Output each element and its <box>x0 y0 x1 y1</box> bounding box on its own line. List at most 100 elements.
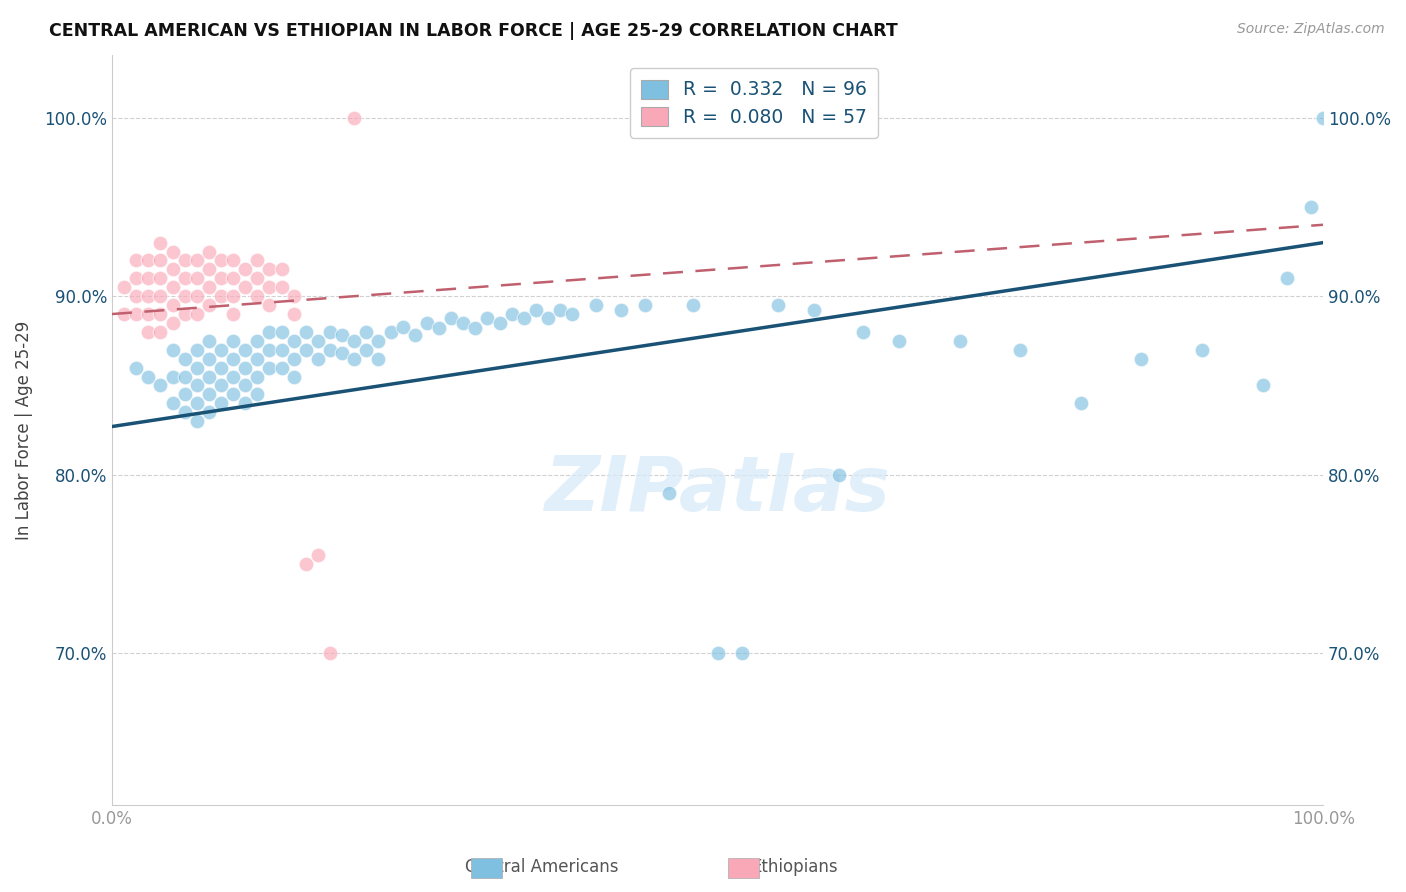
Point <box>246 369 269 384</box>
Point <box>209 378 232 392</box>
Point <box>162 343 184 357</box>
Point <box>149 253 172 268</box>
Point <box>209 271 232 285</box>
Point <box>343 351 366 366</box>
Point <box>307 548 329 562</box>
Point <box>1191 343 1213 357</box>
Text: ZIPatlas: ZIPatlas <box>544 453 890 527</box>
Point <box>949 334 972 348</box>
Point <box>270 360 292 375</box>
Point <box>149 235 172 250</box>
Point <box>380 325 402 339</box>
Point <box>440 310 463 325</box>
Point <box>149 307 172 321</box>
Point <box>1010 343 1032 357</box>
Point <box>513 310 536 325</box>
Text: Source: ZipAtlas.com: Source: ZipAtlas.com <box>1237 22 1385 37</box>
Point <box>319 646 342 660</box>
Point <box>162 262 184 277</box>
Point <box>162 280 184 294</box>
Point <box>209 360 232 375</box>
Point <box>198 405 221 419</box>
Point <box>827 467 849 482</box>
Point <box>233 396 256 410</box>
Point <box>173 369 195 384</box>
Point <box>125 360 148 375</box>
Point <box>537 310 560 325</box>
Point <box>259 262 281 277</box>
Point <box>294 343 316 357</box>
Point <box>209 253 232 268</box>
Point <box>283 351 305 366</box>
Point <box>186 289 208 303</box>
Point <box>259 280 281 294</box>
Point <box>451 316 474 330</box>
Point <box>186 396 208 410</box>
Point <box>198 262 221 277</box>
Point <box>186 414 208 428</box>
Point <box>609 303 631 318</box>
Point <box>222 369 245 384</box>
Point <box>391 319 413 334</box>
Point <box>209 396 232 410</box>
Point <box>149 378 172 392</box>
Point <box>198 244 221 259</box>
Point <box>173 351 195 366</box>
Point <box>330 328 353 343</box>
Point <box>283 289 305 303</box>
Point <box>766 298 789 312</box>
Point <box>198 369 221 384</box>
Point <box>198 334 221 348</box>
Point <box>367 334 389 348</box>
Point <box>233 378 256 392</box>
Point <box>634 298 657 312</box>
Point <box>416 316 439 330</box>
Point <box>125 271 148 285</box>
Point <box>356 325 378 339</box>
Point <box>125 307 148 321</box>
Point <box>246 253 269 268</box>
Point <box>585 298 607 312</box>
Point <box>731 646 754 660</box>
Point <box>852 325 875 339</box>
Point <box>186 307 208 321</box>
Point <box>283 369 305 384</box>
Point <box>173 253 195 268</box>
Point <box>283 307 305 321</box>
Point <box>125 289 148 303</box>
Point <box>404 328 426 343</box>
Point <box>222 351 245 366</box>
Point <box>427 321 450 335</box>
Point <box>209 289 232 303</box>
Point <box>561 307 583 321</box>
Point <box>367 351 389 366</box>
Point <box>307 334 329 348</box>
Point <box>222 253 245 268</box>
Point <box>149 271 172 285</box>
Point <box>162 298 184 312</box>
Point <box>198 387 221 401</box>
Point <box>658 485 681 500</box>
Point <box>186 378 208 392</box>
Point <box>186 360 208 375</box>
Point <box>270 280 292 294</box>
Point <box>259 298 281 312</box>
Point <box>1312 111 1334 125</box>
Point <box>222 271 245 285</box>
Point <box>270 343 292 357</box>
Point <box>319 325 342 339</box>
Point <box>112 307 135 321</box>
Text: Ethiopians: Ethiopians <box>751 858 838 876</box>
Point <box>1299 200 1322 214</box>
Point <box>343 111 366 125</box>
Point <box>330 346 353 360</box>
Point <box>246 351 269 366</box>
Point <box>259 360 281 375</box>
Point <box>198 351 221 366</box>
Point <box>186 253 208 268</box>
Point <box>294 557 316 571</box>
Point <box>173 289 195 303</box>
Point <box>233 360 256 375</box>
Point <box>343 334 366 348</box>
Point <box>186 343 208 357</box>
